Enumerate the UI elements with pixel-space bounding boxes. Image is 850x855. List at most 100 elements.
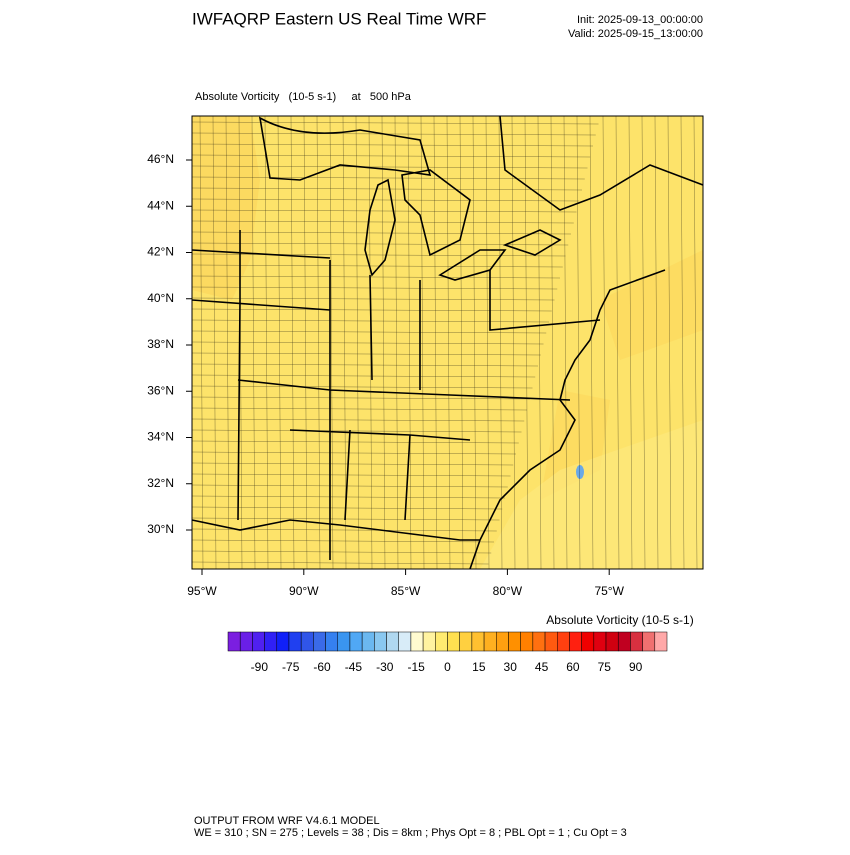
county-line [191, 440, 519, 444]
lat-label: 46°N [147, 152, 174, 166]
county-line [680, 115, 685, 570]
county-line [191, 561, 489, 565]
county-line [191, 154, 591, 158]
county-line [191, 143, 594, 147]
map-frame [191, 115, 704, 570]
county-line [191, 121, 599, 125]
lat-label: 36°N [147, 383, 174, 397]
colorbar-box [532, 631, 546, 652]
colorbar-box [508, 631, 521, 652]
county-line [191, 264, 563, 268]
colorbar-box [459, 631, 473, 652]
lat-label: 30°N [147, 522, 174, 536]
county-line [433, 115, 438, 570]
county-line [191, 539, 495, 543]
county-line [550, 115, 555, 570]
colorbar-box [325, 631, 338, 652]
county-line [342, 115, 347, 570]
county-line [602, 115, 607, 570]
county-line [191, 374, 536, 378]
county-line [225, 115, 230, 570]
colorbar-box [361, 631, 375, 652]
colorbar-box [337, 631, 351, 652]
county-line [628, 115, 633, 570]
colorbar-box [386, 631, 399, 652]
county-line [472, 115, 477, 570]
county-line [368, 115, 373, 570]
county-line [191, 275, 561, 279]
colorbar-tick-label: -30 [376, 660, 394, 674]
county-line [191, 198, 580, 202]
county-line [191, 286, 558, 290]
county-line [191, 242, 569, 246]
county-line [191, 462, 514, 466]
lon-label: 90°W [289, 584, 319, 598]
colorbar-tick-label: -15 [407, 660, 425, 674]
lat-label: 40°N [147, 291, 174, 305]
county-line [511, 115, 516, 570]
colorbar-tick-label: 15 [472, 660, 486, 674]
init-time: Init: 2025-09-13_00:00:00 [577, 14, 703, 26]
lon-label: 75°W [594, 584, 624, 598]
colorbar-tick-label: 90 [629, 660, 643, 674]
county-line [191, 352, 541, 356]
county-line [316, 115, 321, 570]
county-line [576, 115, 581, 570]
title: IWFAQRP Eastern US Real Time WRF [192, 9, 486, 28]
county-line [615, 115, 620, 570]
county-line [191, 385, 533, 389]
county-line [191, 363, 539, 367]
county-line [212, 115, 217, 570]
colorbar-tick-label: 60 [566, 660, 580, 674]
county-line [589, 115, 594, 570]
colorbar-box [447, 631, 460, 652]
colorbar-box [605, 631, 619, 652]
county-line [524, 115, 529, 570]
county-line [381, 115, 386, 570]
county-line [459, 115, 464, 570]
county-line [238, 115, 243, 570]
colorbar-tick-label: 0 [444, 660, 451, 674]
county-line [191, 330, 547, 334]
county-line [191, 176, 585, 180]
county-line [191, 297, 555, 301]
county-line [191, 187, 583, 191]
county-line [407, 115, 412, 570]
county-line [420, 115, 425, 570]
colorbar-box [398, 631, 412, 652]
colorbar-box [374, 631, 387, 652]
lat-label: 32°N [147, 476, 174, 490]
county-line [191, 550, 492, 554]
colorbar-tick-label: -75 [282, 660, 300, 674]
colorbar-tick-label: -45 [345, 660, 363, 674]
lat-label: 34°N [147, 430, 174, 444]
colorbar-box [239, 631, 253, 652]
colorbar-box [435, 631, 448, 652]
colorbar-box [642, 631, 656, 652]
county-line [693, 115, 698, 570]
county-line [394, 115, 399, 570]
county-line [191, 429, 522, 433]
colorbar-tick-label: 30 [504, 660, 518, 674]
county-line [191, 517, 500, 521]
footer-line: OUTPUT FROM WRF V4.6.1 MODEL [194, 815, 380, 827]
colorbar-box [313, 631, 326, 652]
lat-label: 38°N [147, 337, 174, 351]
colorbar-box [252, 631, 265, 652]
colorbar-box [264, 631, 278, 652]
county-line [329, 115, 334, 570]
county-line [191, 407, 528, 411]
colorbar-box [654, 631, 668, 652]
colorbar-tick-label: 45 [535, 660, 549, 674]
colorbar-box [288, 631, 302, 652]
colorbar-box [617, 631, 631, 652]
county-line [191, 132, 596, 136]
valid-time: Valid: 2025-09-15_13:00:00 [568, 28, 703, 40]
colorbar-box [630, 631, 643, 652]
colorbar-title: Absolute Vorticity (10-5 s-1) [546, 613, 693, 627]
colorbar-box [569, 631, 582, 652]
county-line [191, 209, 577, 213]
county-line [498, 115, 503, 570]
county-line [191, 220, 574, 224]
